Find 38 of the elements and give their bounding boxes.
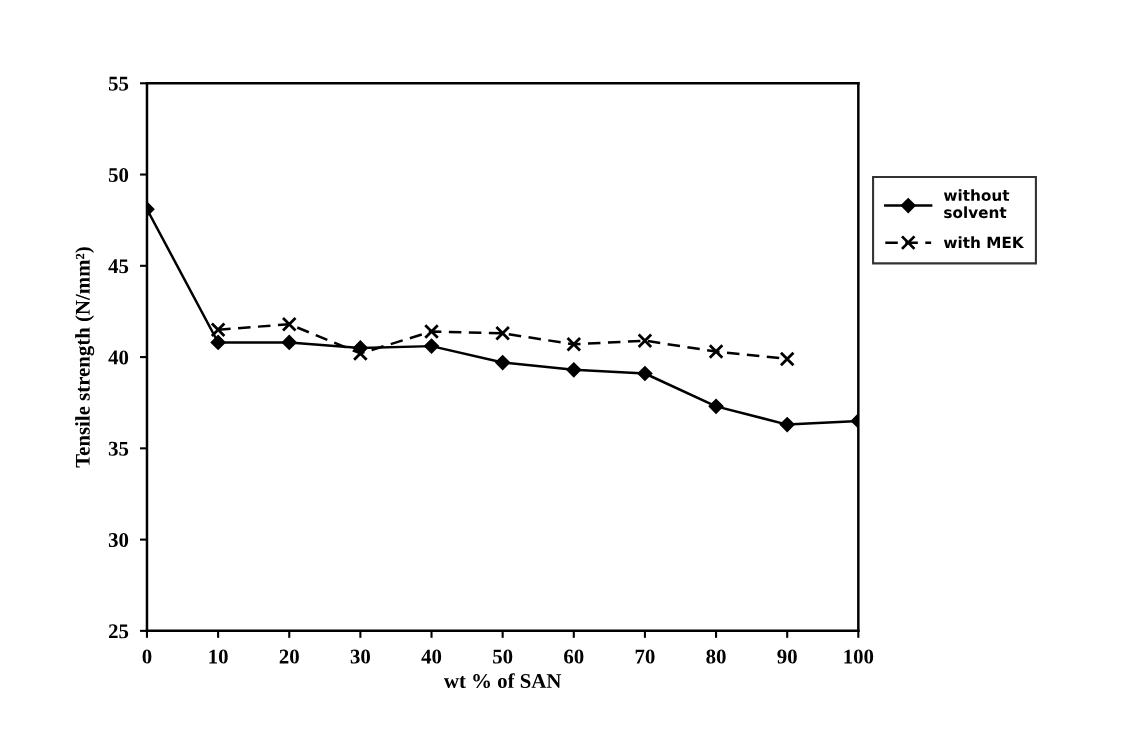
y-tick-label: 50 bbox=[108, 167, 129, 182]
point bbox=[637, 365, 653, 382]
point bbox=[708, 398, 724, 414]
x-tick-label: 80 bbox=[706, 649, 726, 664]
x-tick-label: 100 bbox=[844, 649, 874, 664]
point bbox=[423, 323, 440, 340]
point bbox=[779, 417, 795, 433]
x-tick-label: 70 bbox=[635, 649, 655, 664]
y-tick-label: 55 bbox=[108, 76, 129, 91]
point bbox=[779, 351, 795, 367]
point bbox=[637, 333, 653, 349]
x-tick-label: 10 bbox=[209, 649, 228, 664]
x-tick-label: 90 bbox=[777, 649, 797, 664]
x-tick-label: 20 bbox=[279, 649, 299, 664]
legend-label: without solvent bbox=[943, 189, 1010, 219]
point bbox=[423, 338, 440, 354]
x-tick-label: 50 bbox=[493, 649, 513, 664]
point bbox=[210, 334, 226, 351]
y-tick-label: 40 bbox=[108, 350, 129, 365]
y-axis-title: Tensile strength (N/mm²) bbox=[75, 247, 95, 468]
x-tick-label: 60 bbox=[564, 649, 584, 664]
x-tick-label: 30 bbox=[350, 649, 371, 664]
point bbox=[495, 325, 511, 341]
y-tick-label: 25 bbox=[108, 624, 129, 639]
point bbox=[566, 362, 582, 378]
x-tick-label: 40 bbox=[421, 649, 442, 664]
point bbox=[708, 343, 724, 360]
point bbox=[495, 354, 511, 371]
point bbox=[210, 322, 226, 338]
y-tick-label: 35 bbox=[108, 441, 129, 456]
point bbox=[281, 334, 297, 351]
y-tick-label: 45 bbox=[108, 259, 129, 274]
point bbox=[281, 316, 297, 332]
x-axis-title: wt % of SAN bbox=[443, 673, 562, 689]
point bbox=[566, 336, 582, 352]
x-tick-label: 0 bbox=[142, 649, 152, 664]
legend-label: with MEK bbox=[943, 236, 1025, 248]
y-tick-label: 30 bbox=[108, 532, 129, 548]
